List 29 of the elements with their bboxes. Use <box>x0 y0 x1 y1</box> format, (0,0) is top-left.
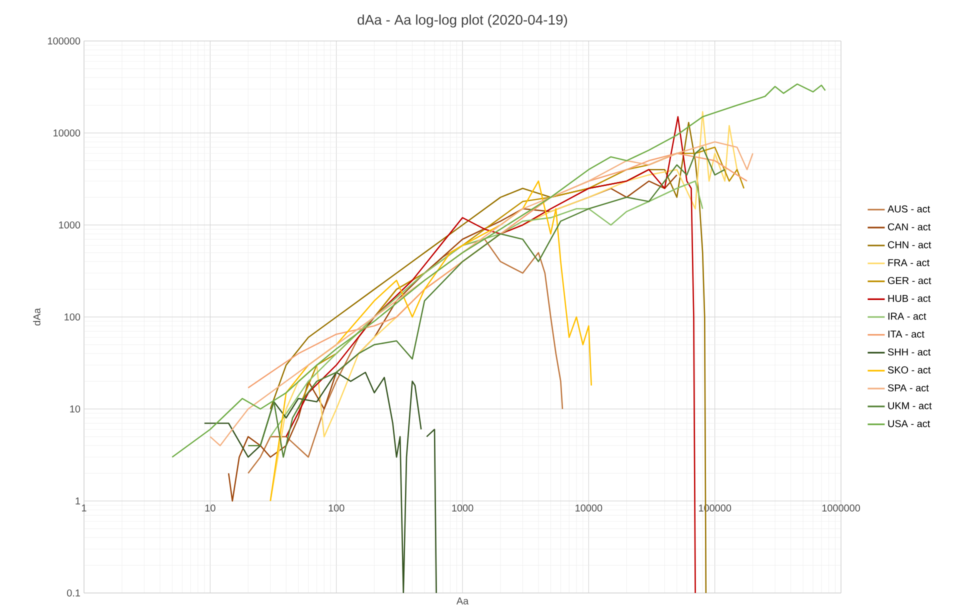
y-axis-title: dAa <box>33 308 40 326</box>
y-tick-label: 10000 <box>54 129 80 137</box>
legend-label: IRA - act <box>888 312 926 320</box>
legend-label: AUS - act <box>888 205 930 212</box>
x-tick-label: 10000 <box>576 504 602 512</box>
legend-label: CAN - act <box>888 223 931 230</box>
x-tick-label: 1000 <box>452 504 474 512</box>
y-tick-label: 1 <box>76 498 80 504</box>
legend-label: ITA - act <box>888 330 924 338</box>
x-tick-label: 1000000 <box>822 504 860 512</box>
x-tick-label: 1 <box>82 504 86 512</box>
y-tick-label: 100000 <box>48 37 80 45</box>
y-tick-label: 100 <box>64 313 80 321</box>
y-tick-label: 10 <box>70 405 80 413</box>
x-axis-title: Aa <box>456 598 469 604</box>
y-tick-label: 1000 <box>59 221 80 229</box>
legend-label: HUB - act <box>888 294 931 302</box>
legend-label: UKM - act <box>888 402 932 410</box>
y-tick-label: 0.1 <box>67 589 80 597</box>
legend-label: USA - act <box>888 420 930 428</box>
legend-label: CHN - act <box>888 241 932 248</box>
legend-label: SKO - act <box>888 366 931 374</box>
chart-title: dAa - Aa log-log plot (2020-04-19) <box>358 14 568 28</box>
legend-label: SHH - act <box>888 348 931 356</box>
x-tick-label: 100 <box>328 504 344 512</box>
legend-label: GER - act <box>888 277 932 284</box>
legend-label: FRA - act <box>888 259 930 266</box>
legend-label: SPA - act <box>888 384 929 392</box>
x-tick-label: 10 <box>205 504 216 512</box>
